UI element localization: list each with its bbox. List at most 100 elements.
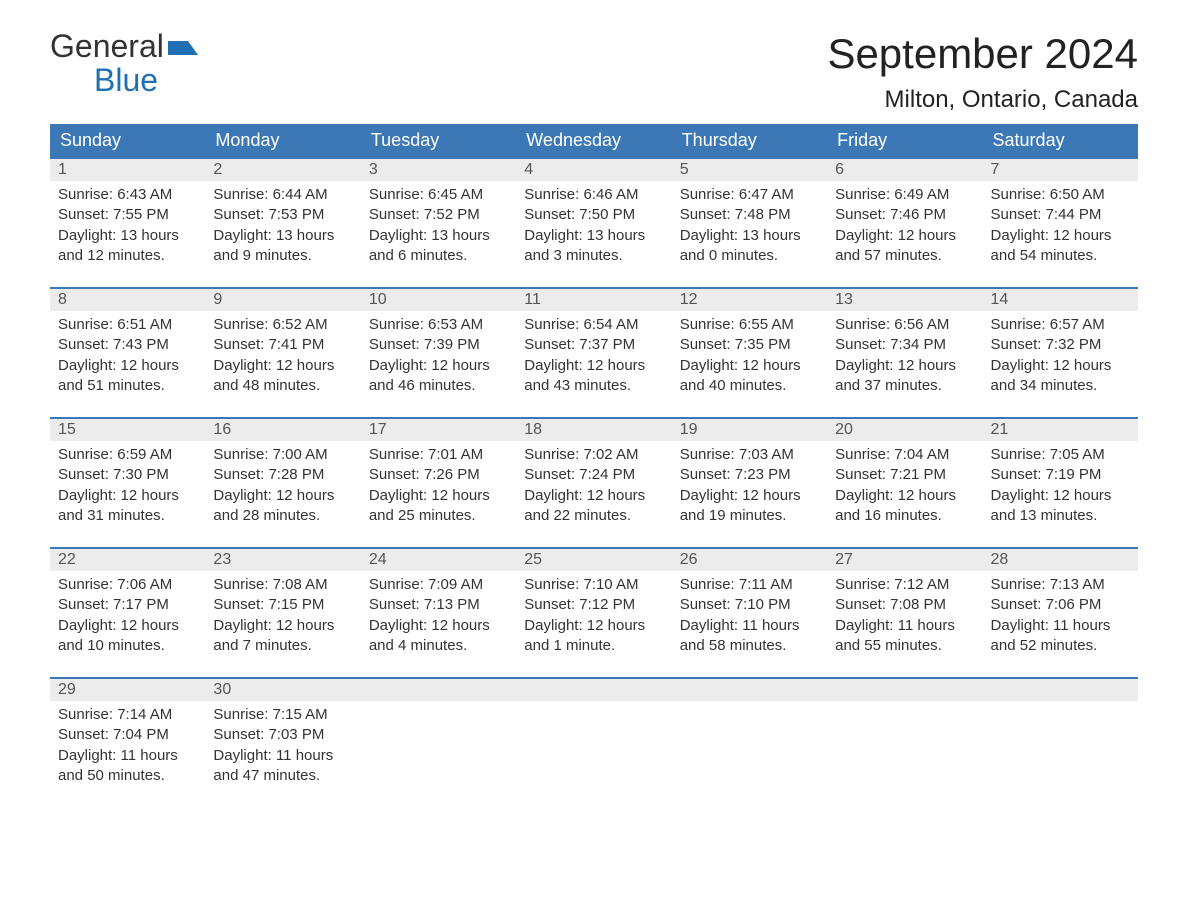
sunset-text: Sunset: 7:19 PM [991,465,1130,485]
day-cell: 19Sunrise: 7:03 AMSunset: 7:23 PMDayligh… [672,418,827,548]
day-body: Sunrise: 7:05 AMSunset: 7:19 PMDaylight:… [983,441,1138,534]
day-number: 16 [205,419,360,441]
daylight2-text: and 6 minutes. [369,246,508,266]
sunrise-text: Sunrise: 6:53 AM [369,315,508,335]
weekday-header: Tuesday [361,124,516,158]
sunrise-text: Sunrise: 6:51 AM [58,315,197,335]
sunrise-text: Sunrise: 7:05 AM [991,445,1130,465]
day-number: 27 [827,549,982,571]
day-body: Sunrise: 7:09 AMSunset: 7:13 PMDaylight:… [361,571,516,664]
day-body: Sunrise: 7:11 AMSunset: 7:10 PMDaylight:… [672,571,827,664]
daylight1-text: Daylight: 13 hours [58,226,197,246]
daylight2-text: and 40 minutes. [680,376,819,396]
daylight2-text: and 54 minutes. [991,246,1130,266]
sunset-text: Sunset: 7:50 PM [524,205,663,225]
daylight1-text: Daylight: 13 hours [524,226,663,246]
day-cell: 3Sunrise: 6:45 AMSunset: 7:52 PMDaylight… [361,158,516,288]
daylight1-text: Daylight: 12 hours [991,486,1130,506]
daylight1-text: Daylight: 11 hours [58,746,197,766]
day-number: 9 [205,289,360,311]
day-body: Sunrise: 6:56 AMSunset: 7:34 PMDaylight:… [827,311,982,404]
day-body: Sunrise: 6:44 AMSunset: 7:53 PMDaylight:… [205,181,360,274]
sunset-text: Sunset: 7:17 PM [58,595,197,615]
daylight2-text: and 3 minutes. [524,246,663,266]
daylight2-text: and 57 minutes. [835,246,974,266]
day-body: Sunrise: 6:46 AMSunset: 7:50 PMDaylight:… [516,181,671,274]
sunset-text: Sunset: 7:53 PM [213,205,352,225]
location: Milton, Ontario, Canada [827,86,1138,114]
day-cell: 26Sunrise: 7:11 AMSunset: 7:10 PMDayligh… [672,548,827,678]
sunset-text: Sunset: 7:34 PM [835,335,974,355]
daylight2-text: and 25 minutes. [369,506,508,526]
week-row: 1Sunrise: 6:43 AMSunset: 7:55 PMDaylight… [50,158,1138,288]
day-number: 18 [516,419,671,441]
daylight1-text: Daylight: 12 hours [524,616,663,636]
sunset-text: Sunset: 7:35 PM [680,335,819,355]
day-cell: 30Sunrise: 7:15 AMSunset: 7:03 PMDayligh… [205,678,360,807]
sunset-text: Sunset: 7:32 PM [991,335,1130,355]
daylight1-text: Daylight: 12 hours [680,486,819,506]
brand-line1: General [50,30,164,64]
daylight1-text: Daylight: 12 hours [213,486,352,506]
daylight1-text: Daylight: 12 hours [524,486,663,506]
day-cell: 15 Sunrise: 6:59 AMSunset: 7:30 PMDayligh… [50,418,205,548]
day-cell: 16Sunrise: 7:00 AMSunset: 7:28 PMDayligh… [205,418,360,548]
day-body: Sunrise: 6:49 AMSunset: 7:46 PMDaylight:… [827,181,982,274]
day-cell: 7Sunrise: 6:50 AMSunset: 7:44 PMDaylight… [983,158,1138,288]
daylight1-text: Daylight: 13 hours [213,226,352,246]
day-number: 20 [827,419,982,441]
day-body: Sunrise: 7:10 AMSunset: 7:12 PMDaylight:… [516,571,671,664]
day-number: 4 [516,159,671,181]
day-body: Sunrise: 6:47 AMSunset: 7:48 PMDaylight:… [672,181,827,274]
daylight2-text: and 1 minute. [524,636,663,656]
sunset-text: Sunset: 7:37 PM [524,335,663,355]
week-row: 15Sunrise: 6:59 AMSunset: 7:30 PMDayligh… [50,418,1138,548]
daylight2-text: and 46 minutes. [369,376,508,396]
empty-day-number [361,679,516,701]
day-cell: 11Sunrise: 6:54 AMSunset: 7:37 PMDayligh… [516,288,671,418]
daylight2-text: and 10 minutes. [58,636,197,656]
sunrise-text: Sunrise: 6:49 AM [835,185,974,205]
day-number: 15 [50,419,205,441]
daylight2-text: and 34 minutes. [991,376,1130,396]
calendar-page: General Blue September 2024 Milton, Onta… [0,0,1188,847]
sunrise-text: Sunrise: 7:01 AM [369,445,508,465]
sunset-text: Sunset: 7:23 PM [680,465,819,485]
weekday-header: Sunday [50,124,205,158]
day-number: 1 [50,159,205,181]
sunset-text: Sunset: 7:39 PM [369,335,508,355]
sunrise-text: Sunrise: 6:56 AM [835,315,974,335]
day-cell: 5Sunrise: 6:47 AMSunset: 7:48 PMDaylight… [672,158,827,288]
daylight2-text: and 48 minutes. [213,376,352,396]
sunrise-text: Sunrise: 7:00 AM [213,445,352,465]
sunset-text: Sunset: 7:46 PM [835,205,974,225]
daylight1-text: Daylight: 12 hours [991,356,1130,376]
day-number: 25 [516,549,671,571]
empty-day-number [516,679,671,701]
day-cell: 2Sunrise: 6:44 AMSunset: 7:53 PMDaylight… [205,158,360,288]
day-number: 24 [361,549,516,571]
day-number: 29 [50,679,205,701]
day-body: Sunrise: 6:51 AMSunset: 7:43 PMDaylight:… [50,311,205,404]
sunrise-text: Sunrise: 6:45 AM [369,185,508,205]
sunset-text: Sunset: 7:30 PM [58,465,197,485]
day-cell: 29Sunrise: 7:14 AMSunset: 7:04 PMDayligh… [50,678,205,807]
day-body: Sunrise: 6:57 AMSunset: 7:32 PMDaylight:… [983,311,1138,404]
daylight2-text: and 9 minutes. [213,246,352,266]
daylight2-text: and 7 minutes. [213,636,352,656]
day-body: Sunrise: 7:06 AMSunset: 7:17 PMDaylight:… [50,571,205,664]
sunrise-text: Sunrise: 7:02 AM [524,445,663,465]
sunset-text: Sunset: 7:55 PM [58,205,197,225]
day-cell: 28Sunrise: 7:13 AMSunset: 7:06 PMDayligh… [983,548,1138,678]
daylight1-text: Daylight: 12 hours [58,486,197,506]
sunrise-text: Sunrise: 6:59 AM [58,445,197,465]
day-number: 21 [983,419,1138,441]
day-body: Sunrise: 7:03 AMSunset: 7:23 PMDaylight:… [672,441,827,534]
day-number: 7 [983,159,1138,181]
day-body: Sunrise: 7:12 AMSunset: 7:08 PMDaylight:… [827,571,982,664]
daylight2-text: and 43 minutes. [524,376,663,396]
sunrise-text: Sunrise: 7:04 AM [835,445,974,465]
day-body: Sunrise: 7:08 AMSunset: 7:15 PMDaylight:… [205,571,360,664]
day-cell: 21Sunrise: 7:05 AMSunset: 7:19 PMDayligh… [983,418,1138,548]
daylight2-text: and 28 minutes. [213,506,352,526]
